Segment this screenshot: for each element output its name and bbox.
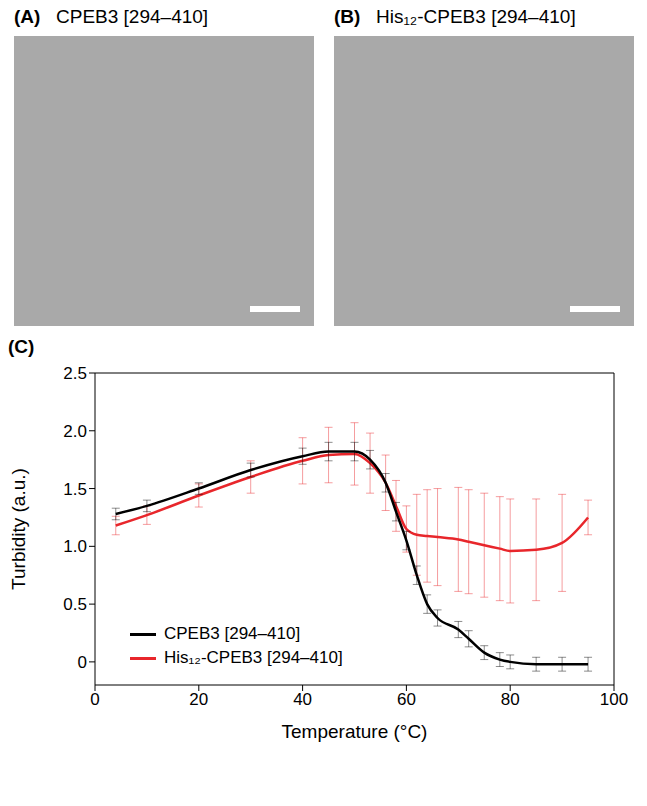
html-text:CPEB3 [294–410]: CPEB3 [294–410] xyxy=(56,6,209,27)
html-text:His₁₂-CPEB3 [294–410]: His₁₂-CPEB3 [294–410] xyxy=(376,6,576,27)
svg-text:80: 80 xyxy=(501,690,520,709)
svg-text:100: 100 xyxy=(600,690,628,709)
svg-text:2.5: 2.5 xyxy=(63,364,87,383)
svg-text:60: 60 xyxy=(397,690,416,709)
svg-text:Turbidity (a.u.): Turbidity (a.u.) xyxy=(8,468,29,590)
html-text:(C): (C) xyxy=(8,336,35,357)
html-text:CPEB3 [294–410]: CPEB3 [294–410] xyxy=(164,624,301,643)
svg-text:2.0: 2.0 xyxy=(63,422,87,441)
svg-text:1.5: 1.5 xyxy=(63,480,87,499)
html-text:(B): (B) xyxy=(334,6,361,27)
svg-text:Temperature (°C): Temperature (°C) xyxy=(282,721,428,742)
svg-text:0: 0 xyxy=(78,653,87,672)
svg-text:40: 40 xyxy=(293,690,312,709)
svg-text:0: 0 xyxy=(90,690,99,709)
html-text:His₁₂-CPEB3 [294–410]: His₁₂-CPEB3 [294–410] xyxy=(164,648,343,667)
html-text:(A): (A) xyxy=(14,6,41,27)
svg-text:0.5: 0.5 xyxy=(63,595,87,614)
svg-text:20: 20 xyxy=(189,690,208,709)
svg-text:1.0: 1.0 xyxy=(63,537,87,556)
